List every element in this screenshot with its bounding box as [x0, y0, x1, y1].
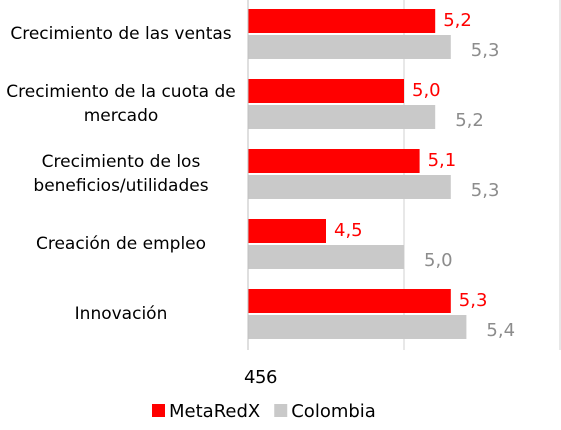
value-label: 5,3 — [471, 180, 500, 201]
category-label: Crecimiento de los beneficios/utilidades — [33, 152, 209, 196]
value-label: 5,0 — [412, 80, 441, 101]
bar — [248, 315, 467, 339]
bar — [248, 35, 451, 59]
value-label: 5,4 — [486, 320, 515, 341]
category-label: Crecimiento de las ventas — [10, 24, 232, 44]
bar — [248, 219, 326, 243]
value-label: 5,3 — [471, 40, 500, 61]
value-label: 5,0 — [424, 250, 453, 271]
value-label: 5,1 — [428, 150, 457, 171]
x-tick-label: 4 — [244, 367, 255, 388]
bar — [248, 245, 404, 269]
legend-swatch — [152, 404, 165, 417]
value-label: 5,2 — [443, 10, 472, 31]
category-label: Innovación — [74, 304, 168, 324]
bar — [248, 105, 436, 129]
legend-label: MetaRedX — [169, 401, 260, 422]
category-label: Crecimiento de la cuota de mercado — [6, 82, 236, 126]
value-label: 5,3 — [459, 290, 488, 311]
value-label: 4,5 — [334, 220, 363, 241]
bar — [248, 9, 436, 33]
value-label: 5,2 — [455, 110, 484, 131]
bar — [248, 289, 451, 313]
legend-label: Colombia — [291, 401, 376, 422]
category-label: Creación de empleo — [35, 234, 207, 254]
bar — [248, 175, 451, 199]
bar — [248, 79, 404, 103]
legend-swatch — [274, 404, 288, 417]
x-tick-label: 5 — [255, 367, 266, 388]
bar — [248, 149, 420, 173]
x-tick-label: 6 — [266, 367, 277, 388]
